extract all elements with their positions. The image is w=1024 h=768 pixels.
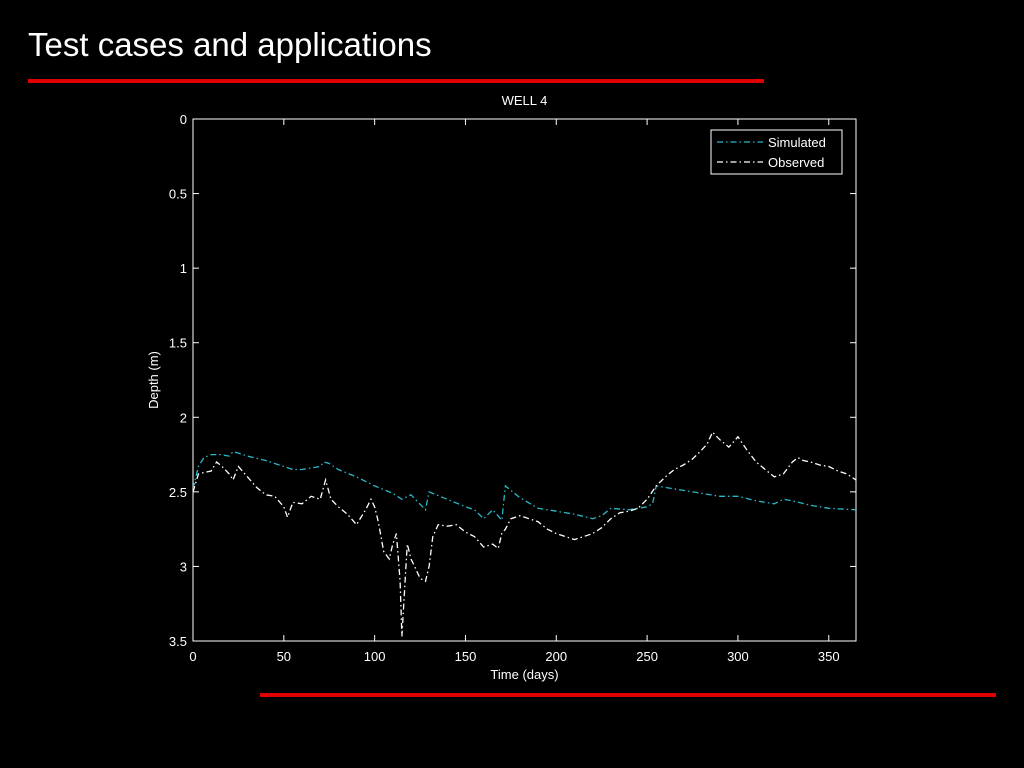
series-line-simulated <box>193 450 856 522</box>
bottom-rule <box>260 693 996 697</box>
x-tick-label: 200 <box>545 649 567 664</box>
y-tick-label: 2 <box>180 410 187 425</box>
legend-label-simulated: Simulated <box>768 135 826 150</box>
x-tick-label: 50 <box>277 649 291 664</box>
x-tick-label: 350 <box>818 649 840 664</box>
title-underline <box>28 79 764 83</box>
y-tick-label: 1.5 <box>169 336 187 351</box>
chart-title: WELL 4 <box>502 93 548 108</box>
y-tick-label: 1 <box>180 261 187 276</box>
y-tick-label: 3 <box>180 559 187 574</box>
x-tick-label: 250 <box>636 649 658 664</box>
legend-box <box>710 129 843 175</box>
legend-label-observed: Observed <box>768 155 824 170</box>
legend: Simulated Observed <box>710 129 843 175</box>
plot-frame <box>192 118 857 642</box>
slide-title: Test cases and applications <box>28 26 432 63</box>
x-tick-label: 300 <box>727 649 749 664</box>
series-line-observed <box>193 431 856 637</box>
x-tick-label: 100 <box>364 649 386 664</box>
y-tick-label: 2.5 <box>169 485 187 500</box>
y-tick-label: 3.5 <box>169 634 187 649</box>
y-tick-label: 0.5 <box>169 187 187 202</box>
x-tick-label: 0 <box>189 649 196 664</box>
y-tick-label: 0 <box>180 112 187 127</box>
x-axis-label: Time (days) <box>490 667 558 682</box>
y-axis-label: Depth (m) <box>146 351 161 409</box>
x-tick-label: 150 <box>455 649 477 664</box>
